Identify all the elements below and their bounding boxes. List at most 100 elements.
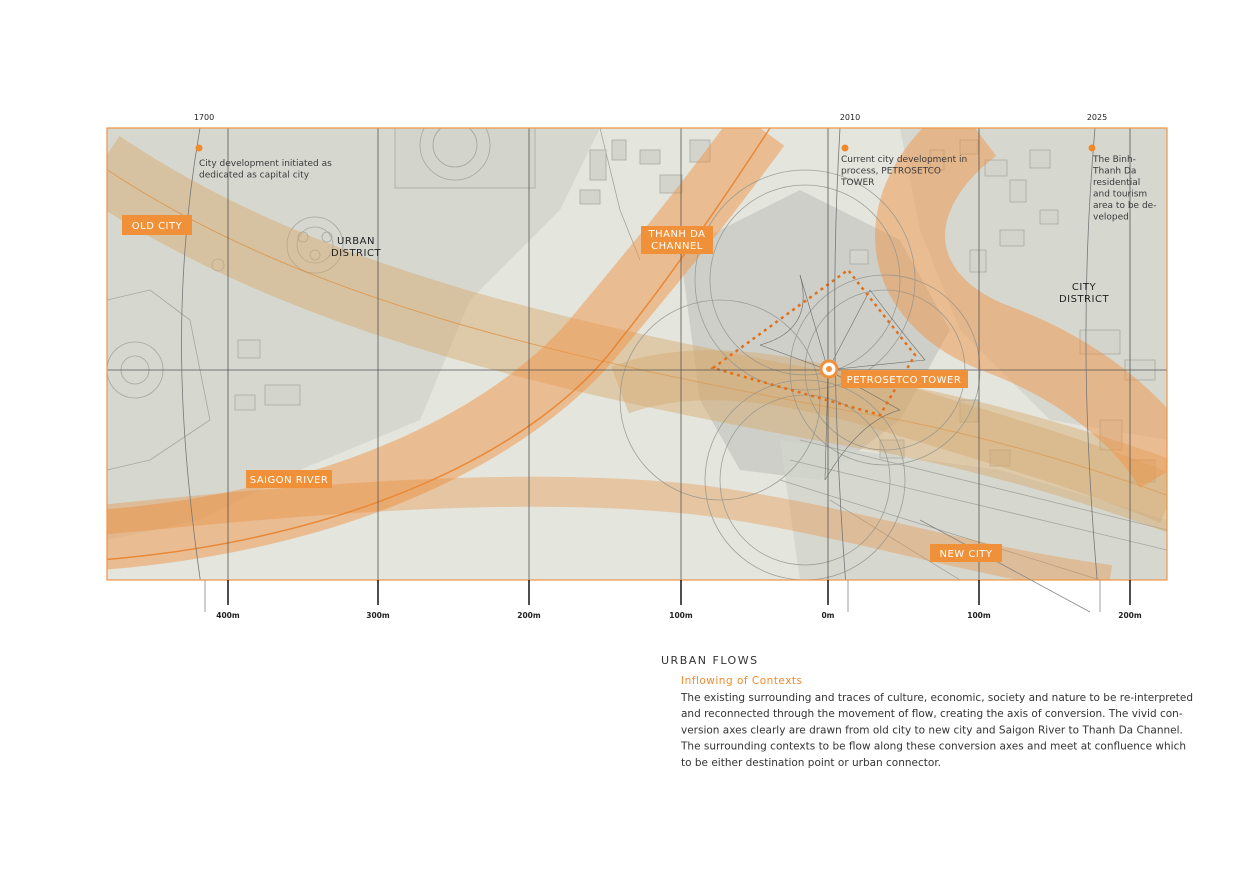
map-part-part bbox=[984, 159, 1008, 177]
map-part-part bbox=[1039, 209, 1059, 225]
map-part-part bbox=[309, 249, 321, 261]
section-subtitle: Inflowing of Contexts bbox=[681, 675, 803, 687]
map-label: OLD CITY bbox=[132, 221, 183, 232]
map-part-part bbox=[619, 299, 821, 501]
map-label: SAIGON RIVER bbox=[250, 475, 329, 486]
map-label: THANH DA CHANNEL bbox=[647, 229, 705, 252]
map-label: PETROSETCO TOWER bbox=[847, 375, 962, 386]
year-note: City development initiated as bbox=[199, 159, 332, 169]
section-title: URBAN FLOWS bbox=[661, 654, 759, 667]
paragraph: The existing surrounding and traces of c… bbox=[680, 692, 1193, 769]
label-box bbox=[930, 544, 1002, 562]
year-note: area to be de- bbox=[1093, 201, 1156, 211]
map-label-part: OLD CITY bbox=[132, 221, 183, 232]
scale-label: 200m bbox=[1118, 611, 1142, 620]
map-part-part bbox=[296, 226, 334, 264]
scale-label: 400m bbox=[216, 611, 240, 620]
label-box bbox=[246, 470, 332, 488]
map bbox=[107, 128, 1167, 580]
map-part bbox=[107, 128, 1167, 580]
map-part bbox=[1085, 128, 1098, 580]
map-part-part bbox=[1009, 179, 1027, 203]
map-labels: OLD CITY URBAN DISTRICT THANH DA CHANNEL C… bbox=[122, 215, 1109, 562]
paragraph-line: and reconnected through the movement of … bbox=[681, 708, 1183, 720]
timeline: 1700 City development initiated as dedicat… bbox=[194, 113, 1157, 223]
map-label-part: THANH DA bbox=[647, 229, 705, 240]
year-label: 2025 bbox=[1087, 113, 1107, 122]
year-note: and tourism bbox=[1093, 190, 1147, 200]
year-note: The Binh- bbox=[1092, 155, 1136, 165]
label-box bbox=[841, 370, 968, 388]
map-part-part bbox=[1029, 149, 1051, 169]
map-part-part bbox=[579, 189, 601, 205]
map-part bbox=[107, 128, 600, 540]
map-label-part: SAIGON RIVER bbox=[250, 475, 329, 486]
year-dot bbox=[195, 144, 203, 152]
map-part-part bbox=[989, 449, 1011, 467]
label-box bbox=[641, 226, 713, 254]
year-note: process, PETROSETCO bbox=[841, 167, 941, 177]
year-dot bbox=[841, 144, 849, 152]
map-part bbox=[710, 268, 917, 417]
map-part-part bbox=[394, 128, 536, 189]
map-part-part bbox=[611, 139, 627, 161]
year-note: residential bbox=[1093, 178, 1140, 188]
scale-label: 200m bbox=[517, 611, 541, 620]
map-label-part: CHANNEL bbox=[651, 241, 703, 252]
map-part-part bbox=[999, 229, 1025, 247]
map-label: NEW CITY bbox=[939, 549, 992, 560]
map-part-part bbox=[264, 384, 301, 406]
paragraph-line: to be either destination point or urban … bbox=[681, 757, 941, 769]
year-dot bbox=[1088, 144, 1096, 152]
map-part bbox=[181, 128, 201, 580]
map-label-part: PETROSETCO TOWER bbox=[847, 375, 962, 386]
year-label: 1700 bbox=[194, 113, 214, 122]
map-part bbox=[107, 169, 1167, 496]
map-part-part bbox=[759, 274, 926, 481]
map-label: URBAN DISTRICT bbox=[331, 236, 381, 259]
map-part-part bbox=[969, 249, 987, 273]
map-part-part bbox=[286, 216, 344, 274]
year-note: dedicated as capital city bbox=[199, 171, 310, 181]
paragraph-line: The existing surrounding and traces of c… bbox=[680, 692, 1193, 704]
map-part-part bbox=[237, 339, 261, 359]
year-note: TOWER bbox=[840, 178, 874, 188]
map-part bbox=[759, 274, 926, 481]
scale-ticks bbox=[227, 580, 1131, 605]
map-label-part: URBAN bbox=[337, 236, 375, 247]
map-part-part bbox=[639, 149, 661, 165]
map-part-part bbox=[704, 379, 906, 580]
map-part-part bbox=[297, 231, 309, 243]
year-label: 2010 bbox=[840, 113, 860, 122]
map-part-part bbox=[432, 128, 478, 168]
scale-label: 300m bbox=[366, 611, 390, 620]
map-part-part bbox=[759, 274, 926, 481]
scale-label: 100m bbox=[967, 611, 991, 620]
map-part-part bbox=[779, 439, 1167, 580]
axis-extension bbox=[919, 519, 1091, 613]
map-part-part bbox=[419, 128, 491, 181]
scale-label: 100m bbox=[669, 611, 693, 620]
tower-marker bbox=[826, 366, 832, 372]
paragraph-line: The surrounding contexts to be flow alon… bbox=[680, 741, 1186, 753]
scale-label: 0m bbox=[821, 611, 834, 620]
axis-extension bbox=[204, 580, 1101, 612]
map-label-part: DISTRICT bbox=[331, 248, 381, 259]
map-part-part bbox=[589, 149, 607, 181]
map-part bbox=[780, 440, 1167, 580]
map-label-part: CITY bbox=[1072, 282, 1097, 293]
map-part-part bbox=[211, 258, 225, 272]
map-label-part: NEW CITY bbox=[939, 549, 992, 560]
scale-labels: 400m 300m 200m 100m 0m 100m 200m bbox=[216, 611, 1142, 620]
paragraph-line: version axes clearly are drawn from old … bbox=[681, 724, 1183, 736]
label-box bbox=[122, 215, 192, 235]
map-frame bbox=[106, 127, 1168, 581]
map-part-part bbox=[321, 231, 333, 243]
year-note: Thanh Da bbox=[1092, 167, 1136, 177]
map-label: CITY DISTRICT bbox=[1059, 282, 1109, 305]
map-part bbox=[875, 128, 1167, 489]
map-part bbox=[107, 128, 785, 570]
